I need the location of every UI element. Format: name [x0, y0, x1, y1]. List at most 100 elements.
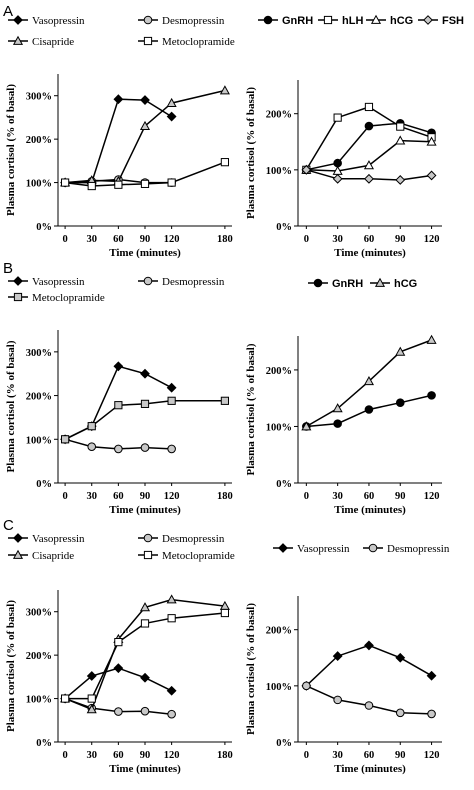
series-vasopressin	[301, 640, 437, 691]
panel-letter-b: B	[3, 260, 13, 277]
legend-marker-vasopressin	[13, 276, 23, 286]
legends-layer: Vasopressin Desmopressin Cisapride Metoclop…	[8, 14, 464, 562]
data-point-fsh	[364, 173, 374, 184]
data-point-metoclopramide	[61, 178, 70, 187]
data-point-desmopressin	[114, 444, 123, 454]
x-tick-label: 90	[140, 750, 151, 761]
legend-entry-hcg: hCG	[366, 14, 413, 27]
data-point-cisapride	[166, 594, 177, 604]
x-tick-label: 0	[304, 491, 309, 502]
legend-marker-metoclopramide	[143, 36, 153, 46]
x-axis-title: Time (minutes)	[109, 763, 181, 775]
y-tick-label: 0%	[276, 222, 292, 233]
x-axis-title: Time (minutes)	[334, 247, 406, 259]
chart-c-left: 0% 100% 200% 300% 0 30 60 90 120 180 Time (minutes…	[5, 590, 233, 775]
data-point-fsh	[301, 164, 312, 175]
data-point-hlh	[396, 122, 405, 131]
legend-label: hCG	[390, 15, 413, 27]
y-tick-label: 0%	[276, 738, 292, 749]
chart-a-right: 0% 100% 200% 0 30 60 90 120 Time (minutes) Plasma…	[245, 80, 442, 259]
legend-label: Desmopressin	[162, 15, 225, 27]
data-point-vasopressin	[426, 670, 437, 681]
legend-marker-cisapride	[12, 35, 24, 45]
data-point-desmopressin	[302, 681, 311, 691]
y-tick-label: 100%	[26, 179, 52, 190]
legend-entry-hcg: hCG	[370, 277, 417, 290]
series-metoclopramide	[61, 396, 229, 444]
data-point-cisapride	[86, 704, 97, 714]
x-tick-label: 30	[86, 491, 97, 502]
legend-entry-metoclopramide: Metoclopramide	[138, 550, 235, 562]
data-point-desmopressin	[427, 709, 436, 719]
y-axis-title: Plasma cortisol (% of basal)	[245, 87, 257, 219]
series-line-vasopressin	[305, 644, 432, 687]
legend-entry-vasopressin: Vasopressin	[8, 533, 85, 545]
data-point-vasopressin	[113, 361, 124, 372]
x-tick-label: 30	[332, 234, 343, 245]
y-tick-label: 200%	[266, 110, 292, 121]
legend-label: Desmopressin	[387, 543, 450, 555]
x-axis-title: Time (minutes)	[109, 504, 181, 516]
y-tick-label: 0%	[276, 479, 292, 490]
y-tick-label: 100%	[26, 435, 52, 446]
data-point-metoclopramide	[220, 158, 229, 167]
data-point-metoclopramide	[87, 181, 96, 191]
data-point-metoclopramide	[61, 694, 70, 703]
y-tick-label: 200%	[266, 366, 292, 377]
series-hcg	[301, 334, 437, 431]
legend-marker-desmopressin	[143, 276, 153, 286]
legend-entry-cisapride: Cisapride	[8, 549, 74, 562]
legend-marker-cisapride	[12, 549, 24, 559]
data-point-gnrh	[364, 405, 374, 414]
data-point-metoclopramide	[61, 435, 70, 444]
data-point-metoclopramide	[114, 180, 123, 189]
legend-entry-desmopressin: Desmopressin	[138, 276, 225, 288]
data-point-cisapride	[139, 120, 151, 130]
data-point-desmopressin	[395, 708, 405, 718]
data-point-hcg	[426, 136, 437, 146]
data-point-metoclopramide	[140, 179, 150, 188]
data-point-vasopressin	[364, 640, 374, 651]
x-tick-label: 120	[424, 234, 440, 245]
x-tick-label: 30	[332, 750, 343, 761]
data-point-vasopressin	[113, 94, 124, 105]
data-point-desmopressin	[114, 707, 123, 716]
data-point-hcg	[363, 160, 375, 170]
y-tick-label: 100%	[266, 166, 292, 177]
x-tick-label: 60	[364, 750, 375, 761]
data-point-desmopressin	[333, 695, 342, 705]
legend-marker-gnrh	[313, 278, 323, 288]
legend-label: Cisapride	[32, 550, 74, 562]
y-tick-label: 100%	[266, 682, 292, 693]
x-tick-label: 120	[164, 234, 180, 245]
legend-entry-metoclopramide: Metoclopramide	[138, 36, 235, 48]
data-point-metoclopramide	[167, 396, 176, 405]
y-axis-title: Plasma cortisol (% of basal)	[245, 603, 257, 735]
data-point-vasopressin	[395, 652, 406, 663]
legend-panel-a: Vasopressin Desmopressin Cisapride Metoclop…	[8, 14, 464, 48]
series-desmopressin	[60, 434, 176, 454]
data-point-vasopressin	[140, 368, 150, 379]
chart-a-left: 0% 100% 200% 300% 0 30 60 90 120 180 Time (minutes…	[5, 74, 233, 259]
data-point-cisapride	[139, 602, 151, 612]
data-point-metoclopramide	[220, 608, 229, 618]
legend-label: Metoclopramide	[162, 36, 235, 48]
data-point-hlh	[333, 113, 342, 122]
data-point-desmopressin	[140, 443, 150, 452]
legend-marker-hcg	[370, 14, 382, 24]
legend-marker-metoclopramide	[143, 550, 153, 560]
x-tick-label: 0	[62, 234, 67, 245]
x-tick-label: 90	[140, 234, 151, 245]
legend-label: Metoclopramide	[162, 550, 235, 562]
series-cisapride	[60, 594, 230, 714]
series-line-cisapride	[64, 598, 225, 711]
data-point-metoclopramide	[114, 401, 123, 410]
legend-marker-vasopressin	[13, 15, 23, 25]
legend-entry-gnrh: GnRH	[308, 278, 363, 290]
legend-marker-desmopressin	[368, 543, 378, 553]
data-point-desmopressin	[167, 444, 176, 454]
x-tick-label: 120	[424, 750, 440, 761]
legend-marker-hlh	[323, 15, 333, 25]
legend-label: GnRH	[282, 15, 313, 27]
